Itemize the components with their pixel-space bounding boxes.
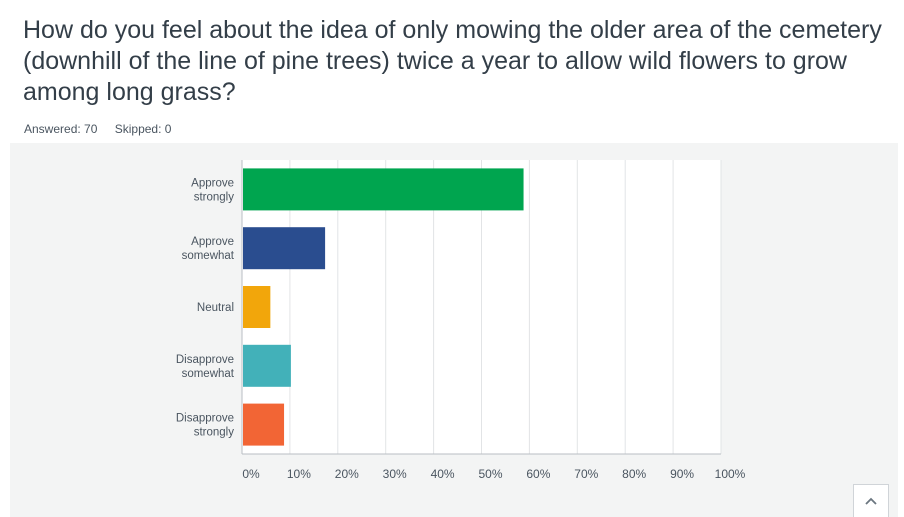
x-tick-label: 90% <box>670 467 694 481</box>
question-title: How do you feel about the idea of only m… <box>23 16 882 106</box>
bar <box>243 227 326 270</box>
x-tick-label: 40% <box>431 467 455 481</box>
bar-chart: 0% 10% 20% 30% 40% 50% 60% 70% 80% 90% 100% Approve… <box>176 160 746 481</box>
response-stats: Answered: 70 Skipped: 0 <box>24 122 185 136</box>
category-label: Disapprove <box>176 413 234 425</box>
category-label: Approve <box>191 177 234 189</box>
scroll-to-top-button[interactable] <box>853 484 889 517</box>
x-tick-label: 20% <box>335 467 359 481</box>
bar <box>243 403 285 446</box>
category-label: strongly <box>194 191 235 203</box>
x-tick-label: 60% <box>526 467 550 481</box>
category-label: strongly <box>194 427 235 439</box>
category-label: Disapprove <box>176 354 234 366</box>
x-tick-label: 10% <box>287 467 311 481</box>
answered-count: Answered: 70 <box>24 122 98 136</box>
category-label: Approve <box>191 236 234 248</box>
x-tick-label: 70% <box>574 467 598 481</box>
skipped-count: Skipped: 0 <box>114 122 172 136</box>
chart-panel: 0% 10% 20% 30% 40% 50% 60% 70% 80% 90% 100% Approve… <box>10 143 898 517</box>
chevron-up-icon <box>865 497 877 505</box>
x-tick-label: 30% <box>383 467 407 481</box>
bar <box>243 168 524 211</box>
category-label: somewhat <box>182 368 235 380</box>
x-tick-label: 0% <box>242 467 260 481</box>
bar <box>243 344 291 387</box>
category-label: somewhat <box>182 250 235 262</box>
x-tick-label: 100% <box>715 467 746 481</box>
x-tick-label: 80% <box>622 467 646 481</box>
bar <box>243 286 271 328</box>
x-tick-label: 50% <box>478 467 502 481</box>
category-label: Neutral <box>197 302 234 314</box>
